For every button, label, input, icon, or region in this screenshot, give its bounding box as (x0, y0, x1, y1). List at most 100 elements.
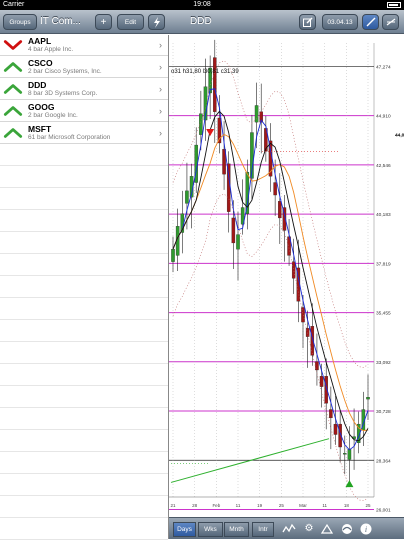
watchlist-row-csco[interactable]: CSCO 2 bar Cisco Systems, Inc. › (0, 57, 168, 78)
candle-up (208, 67, 212, 94)
candle-up (236, 234, 240, 250)
trend-up-icon (3, 84, 23, 94)
candle-down (213, 57, 217, 112)
chart-canvas[interactable]: 47,274 44,910 42,546 40,183 37,819 35,455 33,0… (169, 35, 404, 517)
chevron-right-icon: › (159, 128, 162, 138)
ma-mid-line (172, 110, 369, 442)
chevron-right-icon: › (159, 40, 162, 50)
current-price-label: 44,008 (395, 132, 404, 138)
candle-up (250, 132, 254, 179)
chevron-right-icon: › (159, 62, 162, 72)
x-tick-label: 11 (236, 503, 241, 508)
empty-row (0, 299, 168, 320)
empty-row (0, 497, 168, 518)
info-icon[interactable]: i (359, 522, 373, 536)
empty-row (0, 255, 168, 276)
candle-down (324, 376, 328, 404)
buy-signal-arrow (345, 480, 354, 488)
candle-up (347, 448, 352, 460)
x-tick-label: 25 (279, 503, 285, 508)
band-lower-line (172, 193, 369, 501)
empty-row (0, 431, 168, 452)
watchlist: AAPL 4 bar Apple Inc. › CSCO 2 bar Cisco Sys… (0, 35, 169, 540)
chart-title: DDD (190, 16, 212, 27)
days-tab[interactable]: Days (173, 522, 196, 537)
trend-down-icon (3, 40, 23, 50)
x-tick-label: Mar (299, 503, 307, 508)
share-icon[interactable] (340, 522, 354, 536)
indicator-icon[interactable] (282, 522, 296, 536)
candle-down (315, 361, 319, 371)
watchlist-row-msft[interactable]: MSFT 61 bar Microsoft Corporation › (0, 123, 168, 144)
empty-row (0, 409, 168, 430)
add-button[interactable]: + (95, 14, 112, 30)
empty-row (0, 365, 168, 386)
x-tick-label: Feb (212, 503, 220, 508)
empty-row (0, 475, 168, 496)
compare-button[interactable] (382, 14, 399, 30)
compose-button[interactable] (299, 14, 316, 30)
watchlist-row-goog[interactable]: GOOG 2 bar Google Inc. › (0, 101, 168, 122)
ticker-symbol: GOOG (28, 102, 55, 112)
trendline-button[interactable] (362, 14, 379, 30)
candle-up (240, 207, 245, 225)
trend-line (170, 438, 330, 483)
price-level-label: 35,455 (376, 311, 391, 317)
candle-up (199, 113, 203, 135)
chevron-right-icon: › (159, 106, 162, 116)
ticker-description: 61 bar Microsoft Corporation (28, 134, 111, 141)
empty-row (0, 145, 168, 166)
x-tick-label: 25 (365, 503, 371, 508)
svg-text:i: i (365, 525, 367, 534)
months-tab[interactable]: Mnth (224, 522, 249, 537)
trend-up-icon (3, 62, 23, 72)
battery-icon (387, 2, 401, 8)
band-upper-line (172, 60, 369, 368)
trend-up-icon (3, 106, 23, 116)
trend-up-icon (3, 128, 23, 138)
watchlist-row-aapl[interactable]: AAPL 4 bar Apple Inc. › (0, 35, 168, 56)
weeks-tab[interactable]: Wks (198, 522, 223, 537)
date-button[interactable]: 03.04.13 (322, 14, 358, 30)
candle-up (366, 397, 370, 400)
x-tick-label: 21 (170, 503, 176, 508)
drawing-tools-icon[interactable] (320, 522, 334, 536)
candle-up (356, 423, 361, 444)
ticker-symbol: AAPL (28, 36, 52, 46)
gear-icon[interactable]: ⚙ (304, 523, 314, 534)
candle-down (291, 261, 296, 279)
price-level-label: 33,092 (376, 360, 391, 366)
lightning-button[interactable] (148, 14, 165, 30)
ma-fast-line (172, 88, 369, 451)
edit-button[interactable]: Edit (117, 14, 144, 30)
price-level-label: 44,910 (376, 114, 391, 120)
price-level-label: 30,728 (376, 409, 391, 415)
candle-down (231, 217, 236, 244)
candle-up (203, 86, 208, 121)
candle-down (310, 326, 315, 356)
empty-row (0, 321, 168, 342)
candle-down (273, 182, 277, 196)
compare-icon (386, 18, 395, 26)
candle-down (278, 201, 282, 219)
stock-chart[interactable]: 47,274 44,910 42,546 40,183 37,819 35,455 33,0… (169, 35, 404, 517)
candle-down (287, 236, 291, 256)
empty-row (0, 277, 168, 298)
price-level-label: 40,183 (376, 212, 391, 218)
candle-up (343, 453, 347, 455)
status-bar: Carrier 19:08 (0, 0, 404, 10)
candle-down (333, 423, 338, 435)
empty-row (0, 233, 168, 254)
sell-signal-arrow (206, 129, 215, 137)
candle-down (222, 149, 226, 175)
ma-slow-line (172, 133, 369, 432)
empty-row (0, 211, 168, 232)
candle-down (217, 117, 222, 144)
candle-up (171, 249, 175, 262)
watchlist-row-ddd[interactable]: DDD 8 bar 3D Systems Corp. › (0, 79, 168, 100)
lightning-icon (153, 16, 160, 28)
empty-row (0, 387, 168, 408)
intraday-tab[interactable]: Intr (252, 522, 274, 537)
ohlc-readout: o31 h31,80 l30,81 c31,39 (171, 69, 239, 75)
groups-button[interactable]: Groups (3, 14, 37, 30)
